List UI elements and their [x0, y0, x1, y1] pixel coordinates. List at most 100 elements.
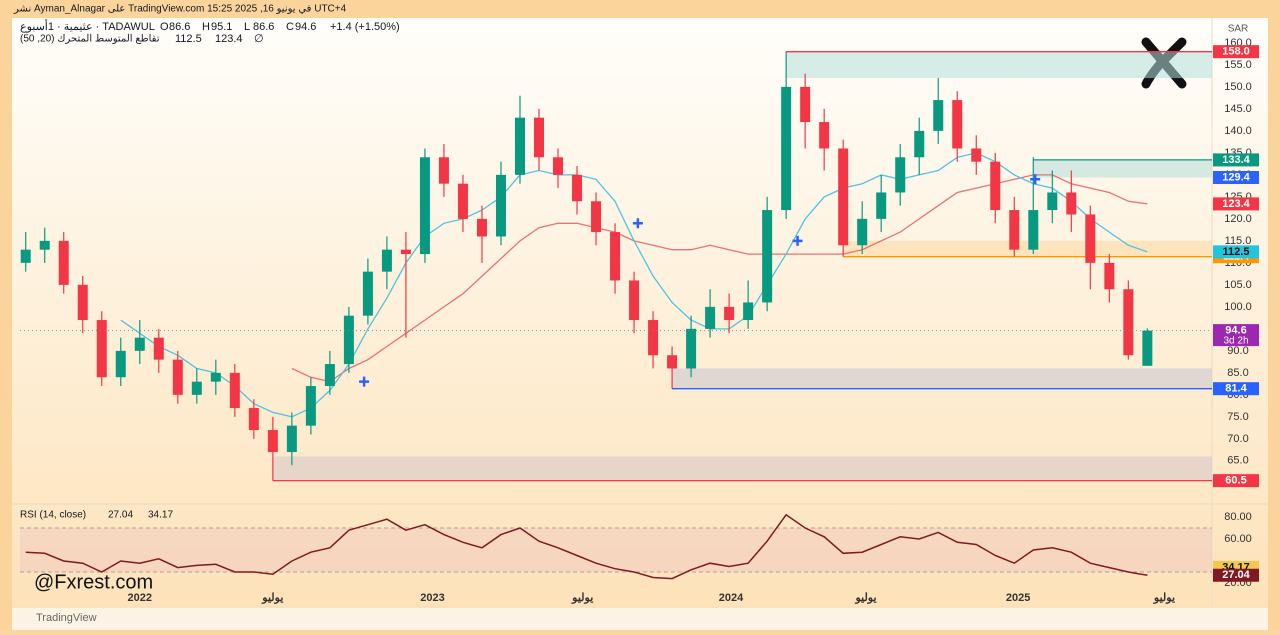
x-tick-label: يوليو [1153, 592, 1175, 604]
level-badge: 60.5 [1225, 475, 1246, 487]
x-tick-label: 2023 [420, 592, 444, 604]
y-tick-label: 70.0 [1227, 433, 1248, 445]
level-badge: 158.0 [1222, 46, 1250, 58]
candle-body [20, 249, 31, 263]
level-badge: 133.4 [1222, 154, 1250, 166]
ohlc-key: H [202, 21, 210, 33]
candle-body [857, 218, 868, 246]
rsi-title: RSI (14, close) [20, 510, 86, 521]
zone [272, 456, 1212, 481]
ma-slow [291, 174, 1148, 383]
legend: عثيمية · 1أسبوع · TADAWUL تقاطع المتوسط … [20, 19, 400, 45]
candle-body [1085, 214, 1096, 263]
candle-body [210, 372, 221, 382]
y-tick-label: 75.0 [1227, 411, 1248, 423]
candle-body [1066, 192, 1077, 215]
ma-slow-badge-bg [1213, 197, 1259, 211]
candle-body [743, 302, 754, 321]
y-tick-label: 140.0 [1224, 125, 1252, 137]
candle-body [1009, 210, 1020, 250]
ohlc-key: L [244, 21, 250, 33]
candle-body [514, 117, 525, 175]
candle-body [990, 161, 1001, 211]
level-badge: 129.4 [1222, 171, 1250, 183]
ma-slow-badge: 123.4 [1222, 198, 1250, 210]
x-tick-label: يوليو [854, 592, 876, 604]
candle-body [781, 86, 792, 211]
published: نشر Ayman_Alnagar على TradingView.com في… [13, 4, 347, 15]
ohlc-value: 86.6 [253, 21, 274, 33]
level-badge-bg [1213, 171, 1259, 185]
candle-body [705, 306, 716, 329]
candle-body [667, 355, 678, 369]
candle-body [534, 117, 545, 158]
cross-marker [1030, 174, 1041, 185]
zone [672, 368, 1212, 389]
y-tick-label: 115.0 [1225, 235, 1252, 247]
rsi-tick-label: 80.00 [1224, 511, 1252, 523]
ohlc-value: 95.1 [211, 21, 232, 33]
change: +1.4 (+1.50%) [330, 21, 400, 33]
candle-body [1047, 192, 1058, 211]
rsi-value: 27.04 [108, 510, 133, 521]
candle-body [115, 350, 126, 378]
level-badge-bg [1213, 382, 1259, 396]
ma-slow-value: 123.4 [215, 33, 243, 45]
x-tick-label: يوليو [571, 592, 593, 604]
y-tick-label: 150.0 [1224, 81, 1252, 93]
candle-body [419, 157, 430, 255]
candle-body [191, 381, 202, 395]
candle-body [838, 148, 849, 246]
candle-body [553, 157, 564, 175]
candle-body [933, 100, 944, 131]
candle-body [457, 183, 468, 219]
candle-body [610, 232, 621, 281]
x-tick-label: يوليو [261, 592, 283, 604]
candle-body [1104, 262, 1115, 290]
ohlc-key: O [160, 21, 169, 33]
price-badge: 94.6 [1225, 325, 1246, 337]
y-tick-label: 65.0 [1227, 455, 1248, 467]
zone [1033, 159, 1212, 178]
candle-body [96, 320, 107, 378]
candle-body [648, 320, 659, 356]
candle-body [1142, 330, 1153, 366]
countdown: 3d 2h [1223, 335, 1248, 346]
y-tick-label: 105.0 [1224, 279, 1252, 291]
level-badge-bg [1213, 474, 1259, 488]
candle-body [724, 306, 735, 321]
currency: SAR [1228, 24, 1249, 35]
candle-body [495, 174, 506, 237]
ma-fast-badge: 112.5 [1223, 246, 1250, 258]
candle-body [248, 408, 259, 431]
cross-marker [359, 376, 370, 387]
chart-background [12, 18, 1268, 608]
y-tick-label: 155.0 [1224, 59, 1252, 71]
candle-body [819, 122, 830, 149]
y-tick-label: 85.0 [1227, 367, 1248, 379]
x-tick-label: 2025 [1006, 592, 1030, 604]
indicator-icon: ∅ [254, 33, 264, 45]
level-badge-bg [1213, 153, 1259, 167]
level-badge: 81.4 [1225, 383, 1247, 395]
x-tick-label: 2024 [719, 592, 744, 604]
rsi-line [25, 513, 1148, 580]
candle-body [39, 240, 50, 250]
x-tick-label: 2022 [128, 592, 152, 604]
candle-body [1028, 210, 1039, 250]
candle-body [591, 201, 602, 233]
candle-body [476, 218, 487, 237]
candle-body [324, 364, 335, 387]
candle-body [876, 192, 887, 219]
candle-body [914, 130, 925, 158]
candle-body [762, 210, 773, 303]
zone [843, 240, 1212, 257]
y-tick-label: 120.0 [1224, 213, 1252, 225]
candle-body [172, 359, 183, 395]
y-tick-label: 145.0 [1224, 103, 1252, 115]
ohlc-value: 94.6 [295, 21, 316, 33]
candle-body [895, 157, 906, 193]
candle-body [1123, 289, 1134, 356]
